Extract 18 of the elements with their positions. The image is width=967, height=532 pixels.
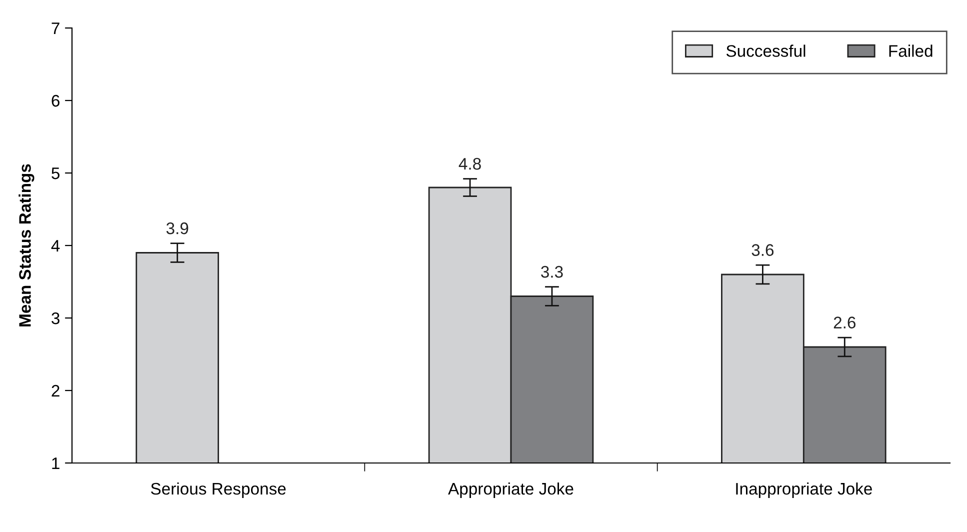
legend-label: Failed bbox=[889, 44, 932, 57]
data-label: 4.8 bbox=[458, 158, 481, 170]
y-tick-label: 3 bbox=[52, 312, 60, 324]
data-label: 3.9 bbox=[166, 222, 188, 234]
y-tick-label: 4 bbox=[51, 240, 60, 252]
y-tick-label: 2 bbox=[52, 384, 60, 397]
data-label: 3.6 bbox=[752, 244, 774, 256]
x-tick-label: Appropriate Joke bbox=[448, 482, 574, 498]
data-label: 2.6 bbox=[834, 316, 856, 328]
y-tick-label: 1 bbox=[52, 458, 60, 470]
y-tick-label: 6 bbox=[52, 94, 60, 107]
data-label: 3.3 bbox=[541, 266, 563, 278]
x-tick-label: Serious Response bbox=[151, 482, 286, 498]
x-tick-label: Inappropriate Joke bbox=[736, 482, 872, 498]
legend-label: Successful bbox=[726, 44, 806, 57]
y-tick-label: 5 bbox=[52, 168, 60, 180]
y-axis-title: Mean Status Ratings bbox=[18, 164, 34, 326]
y-tick-label: 7 bbox=[52, 22, 60, 34]
